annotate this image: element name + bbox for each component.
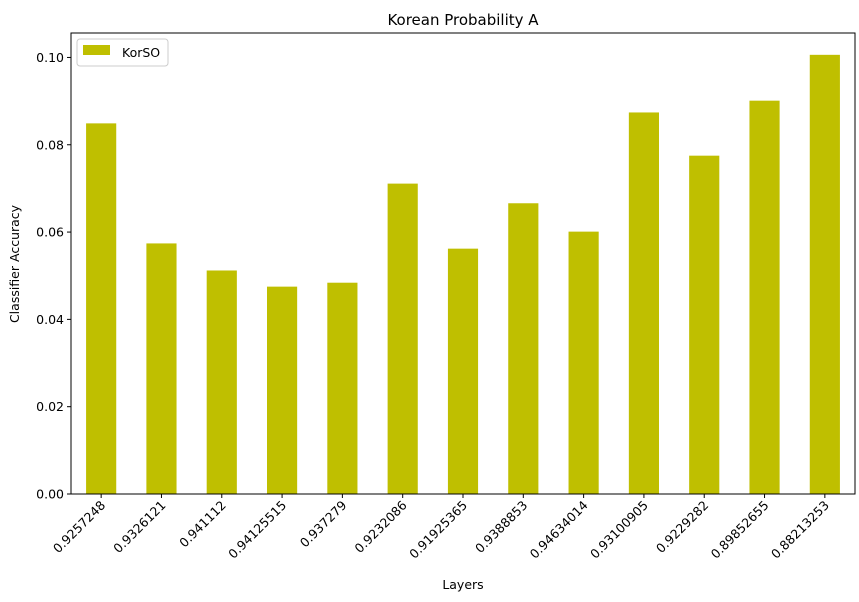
y-tick-label: 0.00 bbox=[36, 487, 64, 502]
y-tick-label: 0.06 bbox=[36, 225, 64, 240]
bar bbox=[809, 54, 840, 495]
bar bbox=[267, 286, 298, 494]
y-tick-label: 0.08 bbox=[36, 137, 64, 152]
bar bbox=[568, 231, 599, 494]
bar bbox=[689, 155, 720, 495]
legend: KorSO bbox=[76, 38, 169, 67]
legend-swatch bbox=[83, 45, 110, 55]
bar bbox=[749, 100, 780, 495]
x-tick-label: 0.9326121 bbox=[110, 498, 168, 556]
x-tick-label: 0.9257248 bbox=[50, 497, 108, 555]
x-tick-label: 0.9232086 bbox=[351, 497, 409, 555]
bar bbox=[327, 282, 358, 494]
bar bbox=[206, 270, 237, 494]
bar bbox=[387, 183, 418, 495]
bar bbox=[447, 248, 479, 494]
bars-group bbox=[86, 54, 840, 495]
plot-frame bbox=[70, 32, 856, 495]
bar bbox=[628, 112, 659, 495]
y-ticks-group: 0.00 0.02 0.04 0.06 0.08 0.10 bbox=[36, 50, 71, 502]
y-tick-label: 0.04 bbox=[36, 312, 64, 327]
x-axis-label: Layers bbox=[442, 577, 483, 592]
x-tick-label: 0.94125515 bbox=[225, 498, 289, 562]
chart-title: Korean Probability A bbox=[387, 11, 539, 29]
x-tick-label: 0.94634014 bbox=[527, 497, 591, 561]
y-axis-label: Classifier Accuracy bbox=[7, 204, 22, 323]
x-tick-label: 0.89852655 bbox=[708, 498, 772, 562]
x-tick-label: 0.93100905 bbox=[587, 498, 651, 562]
legend-label: KorSO bbox=[122, 45, 160, 60]
x-tick-label: 0.88213253 bbox=[768, 498, 832, 562]
bar bbox=[146, 243, 177, 494]
bar bbox=[86, 123, 117, 494]
x-tick-label: 0.91925365 bbox=[406, 498, 470, 562]
x-tick-label: 0.937279 bbox=[297, 497, 350, 550]
x-tick-label: 0.941112 bbox=[176, 498, 229, 551]
y-tick-label: 0.02 bbox=[36, 399, 64, 414]
x-tick-label: 0.9229282 bbox=[653, 498, 711, 556]
x-tick-label: 0.9388853 bbox=[472, 498, 530, 556]
bar bbox=[508, 203, 539, 494]
y-tick-label: 0.10 bbox=[36, 50, 64, 65]
